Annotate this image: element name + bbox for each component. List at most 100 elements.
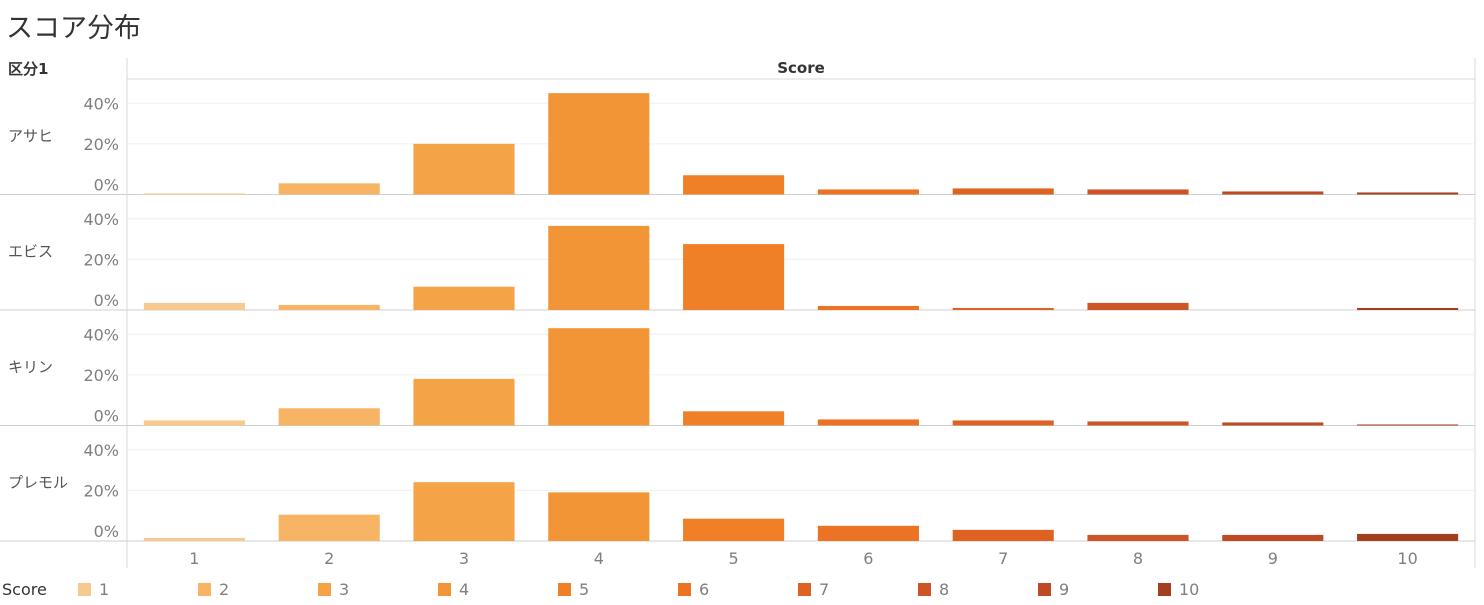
bar bbox=[1357, 192, 1459, 195]
legend-swatch bbox=[78, 583, 91, 596]
bar bbox=[1222, 191, 1324, 195]
bar bbox=[817, 305, 919, 310]
bar bbox=[683, 518, 785, 541]
bar bbox=[683, 411, 785, 426]
x-tick-label: 4 bbox=[594, 549, 604, 568]
bar bbox=[1087, 421, 1189, 426]
bar bbox=[143, 302, 245, 310]
bar bbox=[143, 193, 245, 195]
legend-label: 8 bbox=[939, 580, 950, 599]
bar bbox=[1087, 534, 1189, 541]
x-tick-label: 7 bbox=[998, 549, 1008, 568]
y-tick-label: 20% bbox=[83, 481, 119, 500]
bar bbox=[1222, 422, 1324, 426]
legend-label: 5 bbox=[579, 580, 590, 599]
y-tick-label: 40% bbox=[83, 210, 119, 229]
x-tick-label: 6 bbox=[863, 549, 873, 568]
legend-item: 6 bbox=[678, 580, 709, 599]
chart-title: スコア分布 bbox=[6, 13, 141, 44]
bar bbox=[413, 378, 515, 426]
legend-item: 5 bbox=[558, 580, 589, 599]
legend-title: Score bbox=[2, 580, 47, 599]
y-tick-label: 40% bbox=[83, 94, 119, 113]
x-tick-label: 10 bbox=[1397, 549, 1417, 568]
bar bbox=[143, 537, 245, 541]
bar-chart: 0% 20% 40% アサヒ 0% 20% 40% エビス 0% 20% 40% キリン 0% 20% 40… bbox=[0, 58, 1476, 568]
bar bbox=[952, 188, 1054, 195]
legend-swatch bbox=[438, 583, 451, 596]
legend-item: 2 bbox=[198, 580, 229, 599]
y-tick-label: 0% bbox=[94, 406, 119, 425]
y-tick-label: 20% bbox=[83, 366, 119, 385]
x-tick-label: 2 bbox=[324, 549, 334, 568]
y-tick-label: 40% bbox=[83, 325, 119, 344]
legend-label: 7 bbox=[819, 580, 830, 599]
legend-label: 10 bbox=[1179, 580, 1200, 599]
y-tick-label: 0% bbox=[94, 291, 119, 310]
legend-item: 7 bbox=[798, 580, 829, 599]
y-tick-label: 0% bbox=[94, 522, 119, 541]
bar bbox=[413, 286, 515, 310]
bar bbox=[1357, 424, 1459, 426]
legend-item: 8 bbox=[918, 580, 949, 599]
legend-label: 4 bbox=[459, 580, 470, 599]
legend-item: 10 bbox=[1158, 580, 1199, 599]
bar bbox=[278, 304, 380, 310]
bar bbox=[548, 492, 650, 541]
bar bbox=[817, 525, 919, 541]
legend-label: 1 bbox=[99, 580, 110, 599]
bar bbox=[1222, 534, 1324, 541]
bar bbox=[1087, 189, 1189, 195]
bar bbox=[683, 244, 785, 310]
bar bbox=[143, 420, 245, 426]
legend-label: 9 bbox=[1059, 580, 1070, 599]
legend-item: 4 bbox=[438, 580, 469, 599]
legend: Score 1 2 3 4 5 6 7 8 9 10 bbox=[0, 580, 1484, 602]
row-header: 区分1 bbox=[8, 60, 49, 78]
bar bbox=[413, 482, 515, 541]
legend-swatch bbox=[1158, 583, 1171, 596]
column-header: Score bbox=[777, 59, 825, 77]
row-label: キリン bbox=[8, 358, 53, 376]
legend-swatch bbox=[798, 583, 811, 596]
legend-swatch bbox=[318, 583, 331, 596]
legend-item: 3 bbox=[318, 580, 349, 599]
x-tick-label: 8 bbox=[1133, 549, 1143, 568]
row-label: プレモル bbox=[8, 474, 68, 492]
legend-item: 1 bbox=[78, 580, 109, 599]
bar bbox=[1357, 533, 1459, 541]
legend-item: 9 bbox=[1038, 580, 1069, 599]
bar bbox=[952, 420, 1054, 426]
bar bbox=[548, 328, 650, 426]
x-tick-label: 1 bbox=[189, 549, 199, 568]
bar bbox=[278, 183, 380, 195]
bar bbox=[683, 175, 785, 195]
bar bbox=[278, 514, 380, 541]
bar bbox=[1357, 307, 1459, 310]
bar bbox=[952, 529, 1054, 541]
legend-swatch bbox=[1038, 583, 1051, 596]
bar bbox=[1087, 302, 1189, 310]
x-tick-label: 5 bbox=[729, 549, 739, 568]
bar bbox=[817, 419, 919, 426]
bar bbox=[548, 93, 650, 195]
legend-swatch bbox=[918, 583, 931, 596]
legend-label: 3 bbox=[339, 580, 350, 599]
x-tick-label: 9 bbox=[1268, 549, 1278, 568]
y-tick-label: 20% bbox=[83, 250, 119, 269]
bar bbox=[413, 143, 515, 195]
legend-label: 2 bbox=[219, 580, 230, 599]
legend-label: 6 bbox=[699, 580, 710, 599]
bar bbox=[278, 408, 380, 426]
y-tick-label: 40% bbox=[83, 441, 119, 460]
y-tick-label: 0% bbox=[94, 175, 119, 194]
bar bbox=[548, 225, 650, 310]
bar bbox=[952, 307, 1054, 310]
legend-swatch bbox=[198, 583, 211, 596]
bar bbox=[817, 189, 919, 195]
legend-swatch bbox=[678, 583, 691, 596]
row-label: アサヒ bbox=[8, 127, 53, 145]
x-tick-label: 3 bbox=[459, 549, 469, 568]
row-label: エビス bbox=[8, 243, 53, 261]
y-tick-label: 20% bbox=[83, 135, 119, 154]
